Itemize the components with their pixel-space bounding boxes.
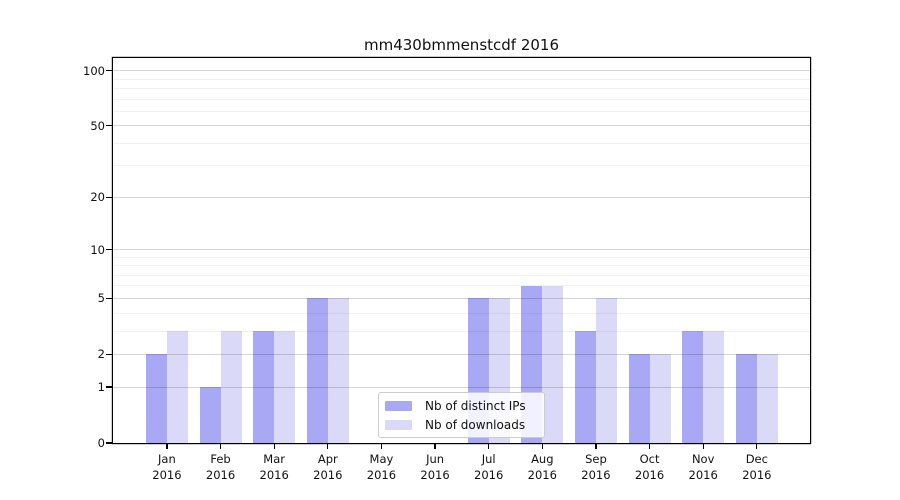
y-tick-label-2: 2 <box>97 347 105 362</box>
bar-downloads-jan <box>166 331 188 443</box>
bar-distinct-ips-sep <box>574 331 596 443</box>
x-tick-sep <box>595 444 597 449</box>
plot-area <box>113 58 810 443</box>
bar-downloads-oct <box>649 354 671 443</box>
y-tick-label-100: 100 <box>83 63 105 78</box>
x-tick-label-year-feb: 2016 <box>205 468 236 482</box>
gridline-minor-4 <box>113 312 810 314</box>
gridline-minor-9 <box>113 256 810 258</box>
x-tick-label-month-mar: Mar <box>263 452 285 466</box>
y-tick-label-5: 5 <box>97 291 105 306</box>
x-tick-label-month-aug: Aug <box>531 452 554 466</box>
gridline-major-100 <box>113 70 810 72</box>
x-tick-label-month-sep: Sep <box>585 452 607 466</box>
gridline-minor-80 <box>113 87 810 89</box>
y-tick-1 <box>106 386 112 388</box>
x-tick-dec <box>756 444 758 449</box>
x-tick-label-month-apr: Apr <box>317 452 338 466</box>
legend-swatch-distinct-ips <box>385 400 412 411</box>
bar-distinct-ips-nov <box>682 331 704 443</box>
x-tick-jul <box>488 444 490 449</box>
y-tick-50 <box>106 125 112 127</box>
legend-swatch-downloads <box>385 419 412 430</box>
gridline-major-10 <box>113 249 810 250</box>
y-tick-label-0: 0 <box>97 436 105 450</box>
gridline-minor-70 <box>113 98 810 100</box>
y-tick-label-50: 50 <box>90 118 105 133</box>
x-tick-label-year-jun: 2016 <box>420 468 450 482</box>
legend-item-downloads: Nb of downloads <box>385 415 544 434</box>
bar-downloads-feb <box>220 331 242 443</box>
legend-item-distinct-ips: Nb of distinct IPs <box>385 396 544 415</box>
bar-downloads-apr <box>327 298 349 443</box>
x-tick-label-month-oct: Oct <box>639 452 660 466</box>
chart-title: mm430bmmenstcdf 2016 <box>363 36 560 54</box>
x-tick-jan <box>166 444 168 449</box>
x-tick-label-month-jan: Jan <box>158 452 176 466</box>
gridline-minor-90 <box>113 78 810 80</box>
gridline-minor-40 <box>113 142 810 144</box>
bar-downloads-nov <box>703 331 725 443</box>
bar-distinct-ips-dec <box>735 354 757 443</box>
x-tick-label-month-jun: Jun <box>426 452 445 466</box>
x-tick-nov <box>702 444 704 449</box>
x-tick-label-year-dec: 2016 <box>742 468 772 482</box>
x-tick-jun <box>434 444 436 449</box>
x-tick-apr <box>327 444 329 449</box>
legend-label-downloads: Nb of downloads <box>425 417 526 432</box>
bar-distinct-ips-apr <box>306 298 328 443</box>
y-tick-2 <box>106 353 112 355</box>
bar-distinct-ips-jan <box>145 354 167 443</box>
x-tick-label-year-jul: 2016 <box>474 468 504 482</box>
x-tick-label-year-apr: 2016 <box>313 468 343 482</box>
x-tick-feb <box>219 444 222 449</box>
x-tick-label-month-feb: Feb <box>210 452 231 466</box>
y-tick-label-20: 20 <box>90 190 105 205</box>
x-tick-label-year-may: 2016 <box>366 468 397 482</box>
x-tick-aug <box>541 444 543 449</box>
gridline-minor-30 <box>113 165 810 167</box>
y-tick-5 <box>106 297 112 300</box>
y-tick-label-10: 10 <box>90 242 105 257</box>
bar-distinct-ips-mar <box>253 331 275 443</box>
x-tick-label-month-jul: Jul <box>481 452 496 466</box>
x-tick-label-year-nov: 2016 <box>688 468 718 482</box>
legend: Nb of distinct IPs Nb of downloads <box>378 392 545 438</box>
gridline-minor-60 <box>113 110 810 112</box>
x-tick-may <box>380 444 383 449</box>
y-tick-0 <box>106 442 112 444</box>
bar-downloads-mar <box>274 331 296 443</box>
y-tick-100 <box>106 69 112 72</box>
gridline-major-50 <box>113 125 810 127</box>
x-tick-label-month-may: May <box>369 452 394 466</box>
gridline-major-5 <box>113 297 810 299</box>
legend-label-distinct-ips: Nb of distinct IPs <box>425 398 526 413</box>
gridline-minor-8 <box>113 265 810 267</box>
x-tick-label-month-nov: Nov <box>691 452 715 466</box>
y-tick-label-1: 1 <box>97 380 105 395</box>
x-tick-label-year-aug: 2016 <box>527 468 557 482</box>
gridline-major-20 <box>113 196 810 198</box>
bar-distinct-ips-feb <box>199 387 221 443</box>
y-tick-10 <box>106 248 112 251</box>
x-tick-label-year-jan: 2016 <box>152 468 182 482</box>
bar-downloads-aug <box>542 285 564 443</box>
gridline-minor-7 <box>113 274 810 276</box>
bar-downloads-sep <box>595 298 617 443</box>
gridline-minor-6 <box>113 285 810 287</box>
x-tick-label-year-oct: 2016 <box>634 468 665 482</box>
x-tick-mar <box>273 444 275 449</box>
x-tick-label-year-sep: 2016 <box>581 468 611 482</box>
x-tick-label-month-dec: Dec <box>745 452 768 466</box>
x-tick-oct <box>648 444 651 449</box>
y-tick-20 <box>106 196 112 198</box>
x-tick-label-year-mar: 2016 <box>259 468 289 482</box>
bar-downloads-dec <box>756 354 778 443</box>
bar-distinct-ips-oct <box>628 354 650 443</box>
